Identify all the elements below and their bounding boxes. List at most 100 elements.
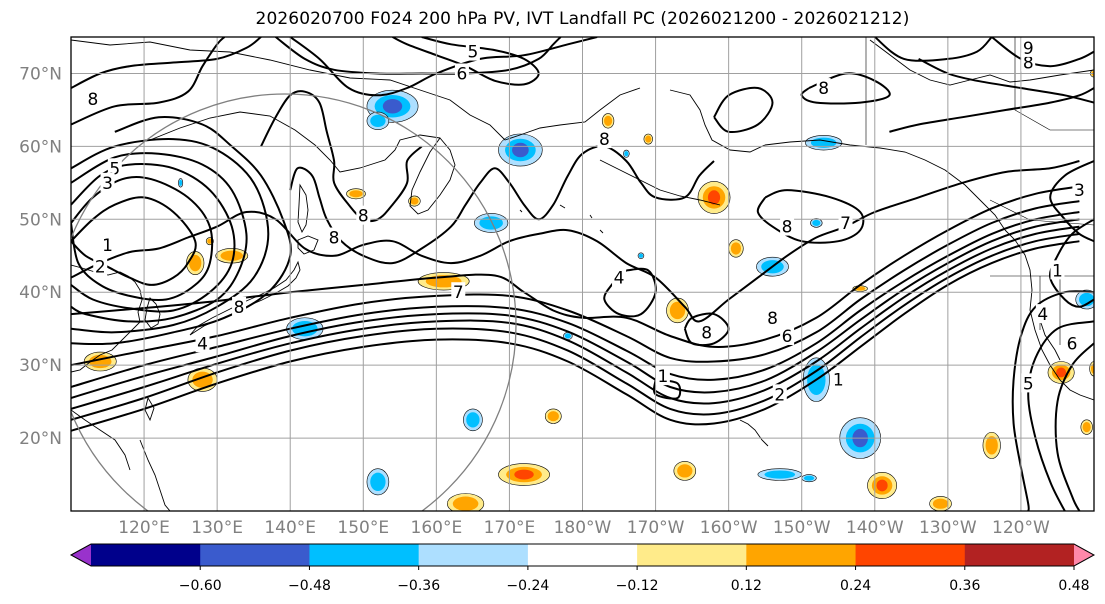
pv-contour-8 xyxy=(289,145,715,265)
map-frame xyxy=(70,36,1095,512)
contour-label-text: 2 xyxy=(774,385,785,405)
pv-contour-5 xyxy=(71,138,270,334)
colorbar-tick-label: −0.36 xyxy=(397,578,440,594)
contour-label-text: 8 xyxy=(782,218,793,238)
ivt-positive-blob-core xyxy=(547,411,559,422)
contour-label-mask xyxy=(1035,304,1050,324)
colorbar-segment xyxy=(200,544,310,566)
contour-label: 8 xyxy=(327,227,342,249)
coastline-canada xyxy=(1004,229,1094,401)
contour-label-text: 8 xyxy=(329,229,340,249)
contour-label-mask xyxy=(1050,260,1065,280)
ivt-positive-blob-core xyxy=(677,464,693,478)
coastline-hawaii xyxy=(739,419,769,447)
ivt-positive-blob-peak xyxy=(707,190,721,205)
landfall-radius-circle xyxy=(71,93,517,511)
contour-label-mask xyxy=(772,384,787,404)
coastline-hokkaido xyxy=(297,235,319,255)
contour-label-text: 8 xyxy=(818,79,829,99)
ivt-positive-blob-core xyxy=(985,436,998,455)
ivt-positive-blob-core xyxy=(220,250,244,261)
coastline-okhotsk xyxy=(149,111,441,173)
contour-label-text: 1 xyxy=(657,367,668,387)
ivt-negative-blob-core xyxy=(803,475,815,481)
pv-contour-8 xyxy=(260,90,423,223)
contour-label-text: 6 xyxy=(782,327,793,347)
ivt-negative-blob-core xyxy=(764,470,796,479)
coastline-se-asia xyxy=(71,409,131,471)
contour-label-text: 7 xyxy=(453,283,464,303)
contour-label-text: 8 xyxy=(234,298,245,318)
coastline-chukotka xyxy=(504,87,641,141)
ivt-negative-blob-core xyxy=(370,472,386,492)
contour-label: 8 xyxy=(356,205,371,227)
contour-label: 3 xyxy=(100,172,115,194)
longitude-label: 140°W xyxy=(846,518,904,538)
longitude-label: 150°E xyxy=(337,518,389,538)
ivt-negative-blob-core xyxy=(479,216,503,230)
ivt-positive-blob-peak xyxy=(514,469,534,480)
ivt-negative-blob-core xyxy=(466,412,480,428)
pv-contour-2 xyxy=(71,185,1080,348)
pv-contour-8 xyxy=(1011,290,1094,511)
contour-label: 2 xyxy=(93,256,108,278)
colorbar-tick-label: 0.36 xyxy=(949,578,980,594)
ivt-negative-blob-core xyxy=(812,219,821,227)
ivt-positive-blob-core xyxy=(645,135,652,143)
contour-label-mask xyxy=(1021,373,1036,393)
pv-contour-7 xyxy=(71,232,1080,421)
pv-contour-8 xyxy=(991,37,1094,68)
longitude-label: 140°E xyxy=(264,518,316,538)
contour-label: 8 xyxy=(780,216,795,238)
contour-label-text: 6 xyxy=(457,64,468,84)
contour-label-text: 8 xyxy=(358,207,369,227)
ivt-negative-blob-core xyxy=(370,114,386,127)
contour-label-text: 4 xyxy=(614,269,625,289)
contour-label: 2 xyxy=(772,384,787,405)
contour-label-mask xyxy=(195,333,210,353)
colorbar-tick-label: −0.12 xyxy=(616,578,659,594)
contour-label: 8 xyxy=(765,307,780,329)
ivt-positive-blob-core xyxy=(730,242,742,255)
ivt-positive-blob-core xyxy=(189,254,202,272)
colorbar-segment xyxy=(309,544,420,566)
latitude-labels: 20°N 30°N 40°N 50°N 60°N 70°N xyxy=(19,64,62,449)
contour-label-text: 1 xyxy=(833,371,844,391)
coastline-aleutians xyxy=(599,159,721,206)
coastline-siberia-north xyxy=(71,39,506,141)
latitude-label: 20°N xyxy=(19,429,62,449)
contour-label-mask xyxy=(655,366,670,386)
contour-label-text: 1 xyxy=(102,236,113,256)
colorbar-segment xyxy=(964,544,1075,566)
contour-label: 5 xyxy=(107,158,122,179)
contour-label-mask xyxy=(780,325,795,345)
contour-label-mask xyxy=(356,205,371,225)
contour-label: 8 xyxy=(699,322,714,343)
ivt-negative-blob-peak xyxy=(512,142,529,158)
contour-label-mask xyxy=(831,369,846,389)
contour-label-mask xyxy=(780,216,795,236)
pv-contour-6 xyxy=(71,225,1080,410)
colorbar-tick-label: −0.48 xyxy=(288,578,331,594)
contour-label-mask xyxy=(100,234,115,254)
contour-label: 6 xyxy=(454,63,469,84)
contour-label-mask xyxy=(1021,52,1036,72)
ivt-positive-blob-peak xyxy=(876,479,888,492)
contour-label: 1 xyxy=(1050,260,1065,281)
contour-label-text: 8 xyxy=(599,130,610,150)
longitude-label: 180°W xyxy=(554,518,612,538)
coastline-kamchatka xyxy=(409,137,456,215)
contour-label-mask xyxy=(597,129,612,149)
contour-label: 6 xyxy=(1065,333,1080,354)
contour-label-text: 5 xyxy=(109,159,120,179)
contour-label-text: 4 xyxy=(197,334,208,354)
latitude-label: 70°N xyxy=(19,64,62,84)
longitude-label: 170°W xyxy=(627,518,685,538)
pv-contour-8 xyxy=(889,87,1094,133)
contour-label-text: 3 xyxy=(102,174,113,194)
contour-label: 1 xyxy=(831,369,846,391)
coastline-baja xyxy=(1039,319,1061,361)
ivt-positive-blob-core xyxy=(932,498,949,509)
pv-contour-6 xyxy=(71,115,292,346)
longitude-labels: 120°E 130°E 140°E 150°E 160°E 170°E 180°W 170°W… xyxy=(118,518,1050,538)
